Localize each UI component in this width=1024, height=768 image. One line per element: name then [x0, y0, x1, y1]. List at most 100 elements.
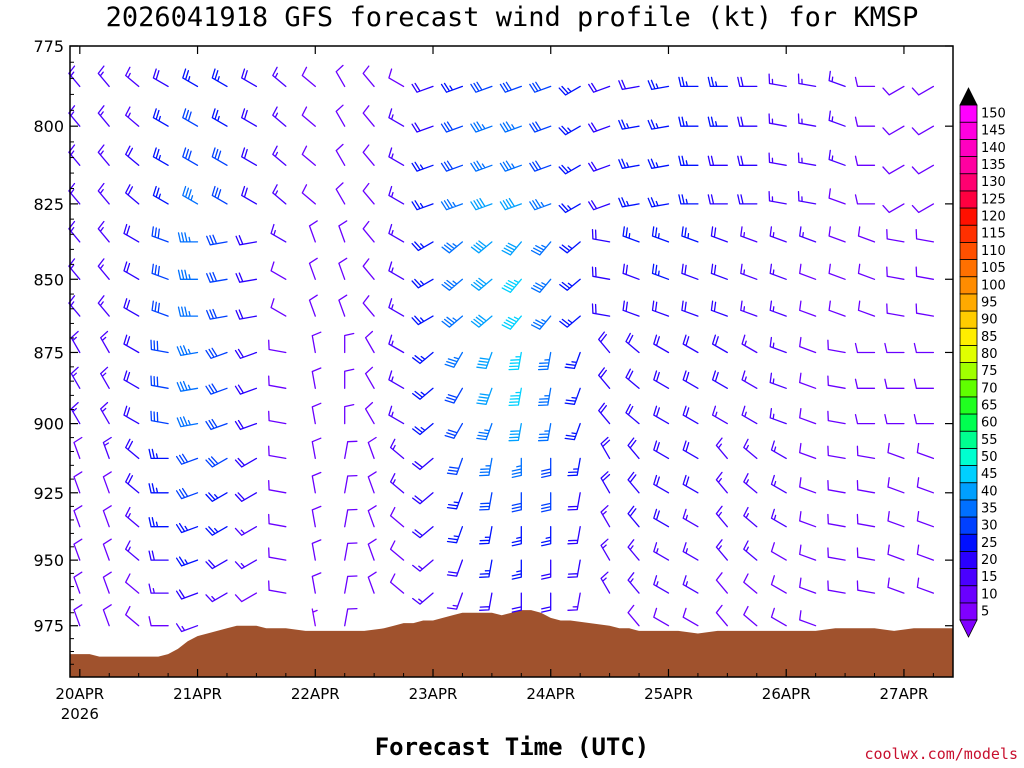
wind-barb [769, 263, 787, 280]
wind-barb [268, 445, 287, 460]
wind-barb [913, 378, 935, 389]
colorbar-swatch [959, 224, 978, 243]
wind-barb [827, 479, 846, 494]
wind-barb [653, 607, 670, 627]
colorbar-label: 140 [981, 141, 1006, 156]
wind-barb [715, 471, 728, 494]
wind-barb [854, 413, 876, 425]
x-axis: 20APR 21APR 22APR 23APR 24APR 25APR 26APR 27APR… [55, 46, 934, 723]
wind-barb [175, 487, 199, 500]
wind-barb [651, 300, 670, 317]
wind-barb [856, 547, 876, 561]
wind-barb [541, 559, 552, 580]
wind-barb [362, 182, 375, 205]
wind-barb [681, 263, 699, 280]
colorbar-swatch [959, 516, 978, 535]
wind-barb [367, 571, 377, 594]
wind-barb [828, 263, 846, 280]
wind-barb [828, 149, 846, 166]
wind-barb [653, 334, 670, 354]
wind-barb [388, 68, 405, 88]
wind-barb [743, 506, 758, 528]
wind-barb [887, 577, 905, 594]
wind-barb [367, 505, 377, 528]
wind-barb [364, 330, 375, 354]
wind-barb [389, 573, 405, 594]
wind-barb [270, 261, 287, 280]
wind-barb [682, 370, 699, 389]
wind-barb [564, 351, 581, 370]
wind-barb [440, 121, 464, 133]
wind-barb [412, 492, 434, 505]
wind-barb [827, 580, 846, 594]
wind-barb [344, 440, 358, 460]
wind-barb [799, 407, 817, 425]
wind-barb [511, 526, 522, 547]
wind-barb [412, 526, 434, 539]
wind-barb [618, 79, 640, 91]
wind-barb [125, 66, 140, 88]
wind-barb [476, 422, 493, 441]
wind-barb [743, 540, 758, 561]
wind-barb [152, 108, 169, 127]
colorbar-label: 20 [981, 553, 998, 568]
wind-barb [884, 342, 905, 354]
wind-barb [388, 334, 405, 354]
wind-barb [707, 155, 728, 166]
wind-barb [854, 342, 876, 354]
wind-barb [537, 422, 552, 442]
colorbar-label: 75 [981, 364, 998, 379]
wind-barb [308, 257, 318, 280]
colorbar-top-arrow [959, 87, 978, 106]
colorbar-swatch [959, 362, 978, 381]
wind-barb [476, 351, 493, 370]
wind-barb [362, 295, 375, 317]
wind-barb [205, 418, 228, 431]
wind-barb [682, 508, 699, 528]
y-tick-label: 775 [33, 37, 64, 56]
wind-barb [598, 367, 611, 389]
wind-barb [499, 160, 522, 172]
colorbar-swatch [959, 293, 978, 312]
colorbar-label: 10 [981, 587, 998, 602]
colorbar-swatch [959, 121, 978, 140]
wind-barb [311, 608, 318, 627]
wind-barb [362, 65, 375, 88]
wind-barb [653, 440, 670, 460]
wind-barb [470, 197, 493, 211]
wind-barb [205, 526, 228, 536]
wind-barb [770, 542, 787, 561]
colorbar-swatch [959, 344, 978, 363]
wind-barb [152, 185, 169, 205]
wind-barb [367, 538, 377, 561]
wind-barb [234, 384, 258, 395]
wind-barb [412, 457, 434, 471]
wind-barb [797, 113, 817, 127]
wind-barb [440, 82, 464, 93]
wind-barb [887, 442, 905, 460]
wind-barb [102, 604, 112, 627]
wind-barb [388, 405, 405, 425]
wind-barb [301, 106, 316, 127]
colorbar-label: 65 [981, 398, 998, 413]
credit-text: coolwx.com/models [864, 745, 1018, 763]
wind-barb [344, 474, 358, 494]
wind-barb [915, 229, 935, 243]
wind-barb [125, 540, 140, 561]
colorbar-label: 15 [981, 570, 998, 585]
wind-barb [470, 81, 493, 93]
wind-barb [653, 508, 670, 528]
wind-barb [364, 366, 375, 389]
wind-barb [123, 223, 140, 243]
wind-barb [211, 147, 228, 166]
wind-barb [412, 592, 434, 605]
wind-barb [152, 147, 169, 166]
wind-barb [308, 294, 318, 317]
wind-barb [148, 616, 169, 627]
wind-barb [588, 161, 611, 172]
wind-barb [176, 416, 199, 428]
wind-barb [682, 334, 699, 354]
wind-barb [123, 405, 140, 425]
wind-barb [446, 559, 464, 577]
wind-barb [622, 263, 640, 280]
